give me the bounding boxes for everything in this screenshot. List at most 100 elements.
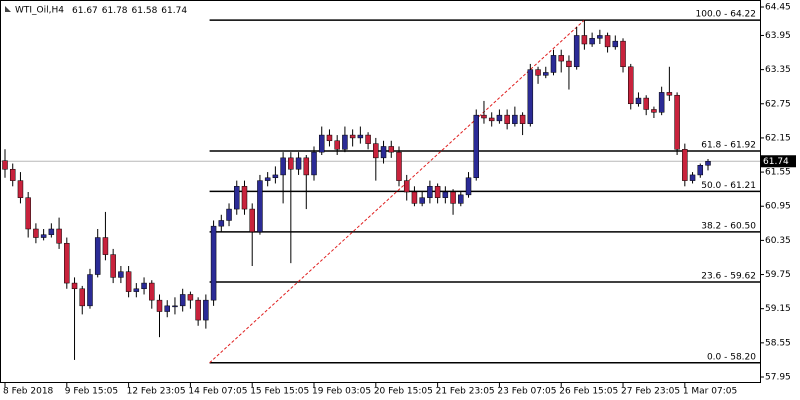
y-tick-label: 63.95 (765, 31, 791, 41)
header-value: 61.58 (132, 6, 158, 16)
candle-body (125, 271, 132, 292)
candle-body (705, 161, 711, 166)
candle-body (458, 194, 464, 204)
candle-body (543, 72, 549, 76)
fib-label: 0.0 - 58.20 (707, 352, 756, 362)
candle-body (87, 274, 93, 307)
header-value: 61.67 (72, 6, 98, 16)
candle-body (25, 197, 31, 230)
y-tick-label: 62.75 (765, 99, 791, 109)
candle-body (326, 134, 333, 142)
y-tick-label: 63.35 (765, 65, 791, 75)
candle-body (674, 94, 680, 150)
candle-body (102, 237, 109, 255)
candle-body (203, 299, 209, 321)
candle-body (17, 180, 24, 198)
y-tick-label: 59.15 (765, 304, 791, 314)
fib-label: 23.6 - 59.62 (701, 271, 756, 281)
candle-body (604, 35, 611, 48)
y-tick-label: 62.15 (765, 133, 791, 143)
x-tick-label: 27 Feb 23:05 (621, 387, 680, 397)
candle-body (187, 294, 194, 301)
candle-body (303, 157, 310, 176)
candle-body (589, 38, 595, 45)
candle-body (442, 191, 449, 198)
candles-layer (2, 20, 711, 360)
candle-body (141, 282, 147, 290)
candle-body (110, 254, 116, 278)
candle-body (9, 168, 16, 181)
candle-body (164, 305, 170, 312)
header-value: 61.78 (102, 6, 128, 16)
candle-body (257, 180, 263, 233)
candle-body (573, 35, 580, 68)
candle-body (179, 294, 186, 307)
candle-body (373, 143, 379, 159)
candle-body (342, 134, 348, 150)
candle-body (597, 35, 603, 39)
candle-body (612, 40, 619, 48)
candle-body (288, 157, 294, 170)
y-tick-label: 58.55 (765, 338, 791, 348)
candle-body (218, 220, 225, 227)
candle-body (264, 177, 271, 181)
candle-body (71, 282, 78, 290)
candle-body (427, 186, 433, 198)
candle-body (118, 271, 124, 278)
candle-body (94, 237, 101, 275)
candle-body (149, 282, 155, 301)
price-box-label: 61.74 (763, 157, 789, 167)
candle-body (133, 288, 140, 292)
candle-body (488, 117, 495, 122)
candle-body (658, 92, 665, 113)
candle-body (635, 97, 642, 105)
x-tick-label: 12 Feb 23:05 (127, 387, 186, 397)
candle-body (318, 134, 325, 153)
candle-body (272, 174, 279, 179)
x-tick-label: 26 Feb 15:05 (559, 387, 618, 397)
candle-body (481, 114, 487, 119)
candle-body (56, 228, 62, 244)
price-box (760, 155, 796, 168)
candle-body (195, 299, 201, 321)
x-tick-label: 9 Feb 15:05 (65, 387, 118, 397)
chart-title: WTI_Oil,H4 (15, 6, 64, 16)
x-tick-label: 23 Feb 07:05 (497, 387, 556, 397)
header-value: 61.74 (161, 6, 187, 16)
candle-body (241, 186, 248, 210)
candle-body (651, 109, 657, 113)
symbol-icon (5, 6, 11, 12)
candle-body (434, 186, 441, 198)
candle-body (496, 114, 503, 122)
candle-body (403, 180, 410, 193)
candle-body (682, 149, 688, 181)
axis-layer: 64.45 63.95 63.35 62.75 62.15 61.55 60.95 60.35… (3, 3, 796, 397)
y-tick-label: 64.45 (765, 3, 791, 13)
candle-body (627, 66, 634, 105)
y-tick-label: 59.75 (765, 270, 791, 280)
candle-body (156, 299, 163, 312)
candle-body (33, 228, 39, 238)
candle-body (48, 228, 55, 235)
candle-body (64, 242, 70, 284)
candle-body (419, 197, 425, 204)
candle-body (311, 151, 317, 176)
y-tick-label: 61.55 (765, 168, 791, 178)
candle-body (388, 146, 395, 153)
candle-body (473, 114, 479, 179)
candle-body (558, 55, 564, 62)
candle-body (566, 60, 572, 68)
candle-body (349, 134, 356, 139)
candle-body (527, 69, 534, 124)
fib-label: 38.2 - 60.50 (701, 221, 756, 231)
candle-body (249, 208, 255, 233)
candle-body (380, 146, 387, 159)
x-tick-label: 15 Feb 15:05 (250, 387, 309, 397)
candle-body (411, 191, 418, 204)
x-tick-label: 21 Feb 23:05 (436, 387, 495, 397)
x-tick-label: 20 Feb 15:05 (374, 387, 433, 397)
candle-body (210, 225, 217, 301)
fib-label: 61.8 - 61.92 (701, 141, 756, 151)
fib-label: 50.0 - 61.21 (701, 181, 756, 191)
